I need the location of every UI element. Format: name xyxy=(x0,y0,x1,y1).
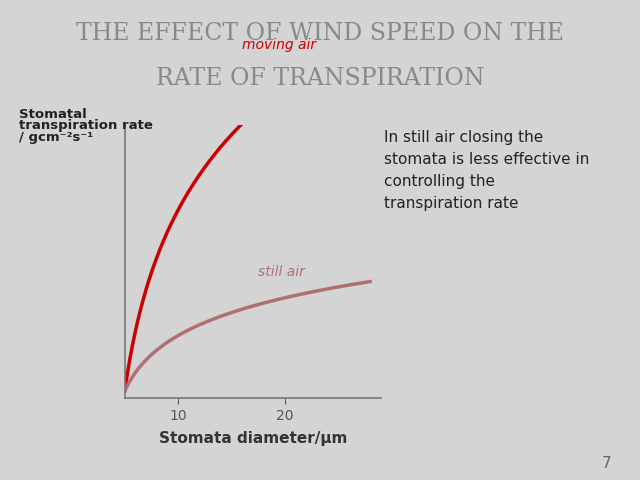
Text: RATE OF TRANSPIRATION: RATE OF TRANSPIRATION xyxy=(156,67,484,90)
Text: transpiration rate: transpiration rate xyxy=(19,119,153,132)
Text: Stomatal: Stomatal xyxy=(19,108,87,121)
Text: moving air: moving air xyxy=(242,38,316,52)
Text: In still air closing the
stomata is less effective in
controlling the
transpirat: In still air closing the stomata is less… xyxy=(384,130,589,211)
Text: 7: 7 xyxy=(602,456,611,471)
Text: still air: still air xyxy=(258,265,305,279)
Text: THE EFFECT OF WIND SPEED ON THE: THE EFFECT OF WIND SPEED ON THE xyxy=(76,22,564,45)
X-axis label: Stomata diameter/μm: Stomata diameter/μm xyxy=(159,431,347,446)
Text: / gcm⁻²s⁻¹: / gcm⁻²s⁻¹ xyxy=(19,131,93,144)
